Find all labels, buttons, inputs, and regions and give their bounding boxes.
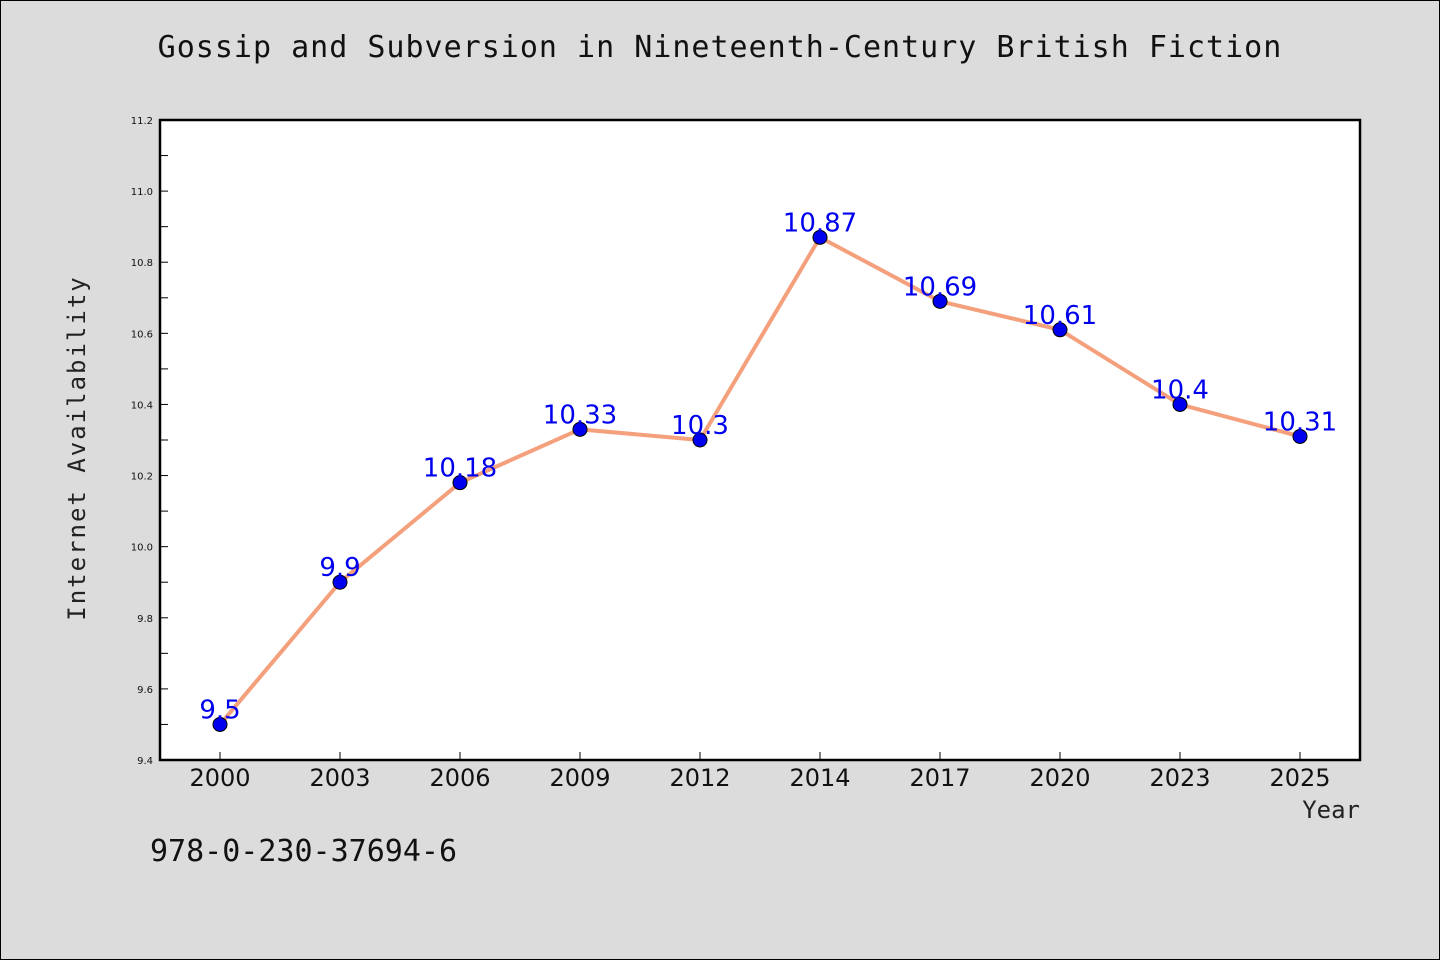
data-point [1052, 322, 1068, 338]
y-tick-label: 11.2 [131, 116, 153, 127]
data-label: 10.61 [1023, 301, 1097, 331]
data-label: 10.33 [543, 400, 617, 430]
footer-code: 978-0-230-37694-6 [150, 834, 458, 869]
x-tick-label: 2023 [1149, 764, 1210, 792]
y-tick-label: 10.8 [131, 258, 153, 269]
x-tick-label: 2017 [909, 764, 970, 792]
y-tick-label: 10.4 [131, 400, 153, 411]
series-line [218, 235, 1301, 726]
x-tick-label: 2006 [429, 764, 490, 792]
data-label: 9.9 [319, 553, 360, 583]
x-tick-label: 2012 [669, 764, 730, 792]
y-tick-label: 10.2 [131, 472, 153, 483]
x-tick-label: 2020 [1029, 764, 1090, 792]
data-point [932, 293, 948, 309]
x-tick-label: 2014 [789, 764, 850, 792]
x-tick-label: 2000 [189, 764, 250, 792]
y-tick-label: 9.4 [137, 756, 153, 767]
data-label: 10.31 [1263, 407, 1337, 437]
x-tick-label: 2009 [549, 764, 610, 792]
plot-area [160, 120, 1360, 760]
x-tick-label: 2025 [1269, 764, 1330, 792]
data-label: 10.4 [1151, 375, 1209, 405]
data-label: 10.3 [671, 411, 729, 441]
data-point [812, 229, 828, 245]
data-label: 10.18 [423, 454, 497, 484]
y-tick-label: 10.6 [131, 329, 153, 340]
x-axis-title: Year [1302, 796, 1360, 824]
y-tick-label: 9.8 [137, 614, 153, 625]
data-label: 9.5 [199, 695, 240, 725]
data-label: 10.87 [783, 208, 857, 238]
data-label: 10.69 [903, 272, 977, 302]
y-tick-label: 9.6 [137, 685, 153, 696]
data-point [692, 432, 708, 448]
data-point [452, 475, 468, 491]
y-tick-label: 11.0 [131, 187, 153, 198]
axes: 9.4 9.6 9.8 10.0 10.2 10.4 10.6 10.8 11.0 11.2 200… [131, 116, 1331, 792]
data-point [572, 421, 588, 437]
y-tick-label: 10.0 [131, 543, 153, 554]
chart-title: Gossip and Subversion in Nineteenth-Cent… [157, 30, 1283, 65]
data-point [332, 574, 348, 590]
x-tick-label: 2003 [309, 764, 370, 792]
data-point [212, 716, 228, 732]
data-point [1292, 428, 1308, 444]
series-layer: 9.5 9.9 10.18 10.33 10.3 10.87 10.69 10.61 10.4 1… [199, 208, 1337, 732]
plot-border [158, 118, 1362, 762]
data-point [1172, 396, 1188, 412]
